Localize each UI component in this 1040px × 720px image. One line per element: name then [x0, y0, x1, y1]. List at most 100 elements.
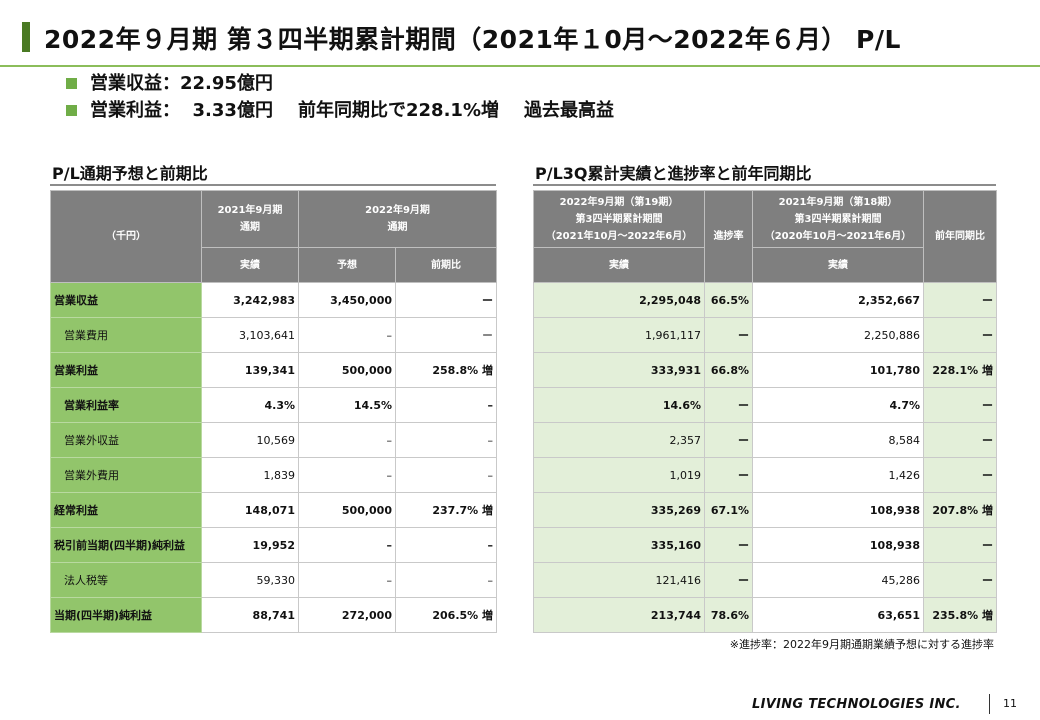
row-label: 法人税等	[50, 562, 202, 598]
right-section-rule	[533, 184, 996, 186]
cell-q3-fy22-actual: 121,416	[533, 562, 705, 598]
row-label: 営業収益	[50, 282, 202, 318]
cell-q3-fy22-actual: 335,160	[533, 527, 705, 563]
table-row: 法人税等 59,330– –	[50, 562, 498, 598]
table-row: 1,019 ー 1,426 ー	[533, 457, 997, 493]
cell-yoy-q3: ー	[923, 387, 997, 423]
row-label: 経常利益	[50, 492, 202, 528]
cell-yoy-fy: –	[394, 387, 498, 423]
title-divider	[0, 65, 1040, 67]
cell-progress: ー	[704, 317, 753, 353]
cell-q3-fy21-actual: 108,938	[752, 527, 924, 563]
page-number: 11	[1003, 697, 1017, 710]
cell-fy22-forecast: 14.5%	[298, 387, 396, 423]
bullet-square-icon	[66, 105, 77, 116]
cell-q3-fy22-actual: 333,931	[533, 352, 705, 388]
cell-yoy-fy: –	[394, 527, 498, 563]
summary-bullets: 営業収益：22.95億円 営業利益： 3.33億円 前年同期比で228.1%増 …	[66, 70, 614, 124]
table-row: 335,269 67.1% 108,938 207.8% 増	[533, 492, 997, 528]
page-title: 2022年９月期 第３四半期累計期間（2021年１0月～2022年６月） P/L	[44, 25, 901, 54]
header-fy21-annual: 2021年9月期 通期	[201, 190, 299, 248]
cell-yoy-q3: ー	[923, 457, 997, 493]
right-pl-table: 2022年9月期（第19期） 第3四半期累計期間 （2021年10月～2022年…	[533, 190, 997, 633]
cell-yoy-q3: ー	[923, 562, 997, 598]
table-row: 335,160 ー 108,938 ー	[533, 527, 997, 563]
cell-fy21-actual: 4.3%	[201, 387, 299, 423]
cell-q3-fy21-actual: 2,250,886	[752, 317, 924, 353]
row-label: 営業利益	[50, 352, 202, 388]
left-pl-table: （千円） 2021年9月期 通期 2022年9月期 通期 実績 予想 前期比 営…	[50, 190, 498, 633]
bullet-square-icon	[66, 78, 77, 89]
table-row: 営業収益 3,242,983 3,450,000 ー	[50, 282, 498, 318]
cell-progress: 66.5%	[704, 282, 753, 318]
cell-progress: ー	[704, 422, 753, 458]
header-fy22-annual: 2022年9月期 通期	[297, 190, 498, 248]
subheader-actual-fy22: 実績	[533, 247, 705, 283]
table-row: 営業外費用 1,839– –	[50, 457, 498, 493]
table-row: 営業費用 3,103,641– ー	[50, 317, 498, 353]
cell-fy22-forecast: –	[298, 562, 396, 598]
cell-q3-fy21-actual: 1,426	[752, 457, 924, 493]
cell-q3-fy22-actual: 1,019	[533, 457, 705, 493]
table-row: 営業利益 139,341 500,000 258.8% 増	[50, 352, 498, 388]
table-row: 営業外収益 10,569– –	[50, 422, 498, 458]
cell-fy22-forecast: –	[298, 457, 396, 493]
cell-q3-fy22-actual: 335,269	[533, 492, 705, 528]
table-row: 営業利益率 4.3% 14.5% –	[50, 387, 498, 423]
table-row: 経常利益 148,071 500,000 237.7% 増	[50, 492, 498, 528]
cell-q3-fy22-actual: 1,961,117	[533, 317, 705, 353]
bullet-operating-profit: 営業利益： 3.33億円 前年同期比で228.1%増 過去最高益	[66, 97, 614, 124]
cell-fy21-actual: 3,242,983	[201, 282, 299, 318]
cell-yoy-q3: 235.8% 増	[923, 597, 997, 633]
cell-progress: 66.8%	[704, 352, 753, 388]
cell-yoy-fy: ー	[394, 317, 498, 353]
cell-fy22-forecast: 272,000	[298, 597, 396, 633]
cell-q3-fy21-actual: 45,286	[752, 562, 924, 598]
cell-fy21-actual: 1,839	[201, 457, 299, 493]
cell-progress: ー	[704, 562, 753, 598]
cell-fy22-forecast: 500,000	[298, 352, 396, 388]
cell-progress: 78.6%	[704, 597, 753, 633]
cell-fy22-forecast: 3,450,000	[298, 282, 396, 318]
cell-fy21-actual: 19,952	[201, 527, 299, 563]
cell-fy21-actual: 88,741	[201, 597, 299, 633]
header-q3-fy22: 2022年9月期（第19期） 第3四半期累計期間 （2021年10月～2022年…	[533, 190, 705, 248]
cell-q3-fy22-actual: 213,744	[533, 597, 705, 633]
cell-q3-fy21-actual: 8,584	[752, 422, 924, 458]
row-label: 営業外収益	[50, 422, 202, 458]
table-row: 税引前当期(四半期)純利益 19,952– –	[50, 527, 498, 563]
cell-progress: ー	[704, 457, 753, 493]
cell-yoy-q3: ー	[923, 422, 997, 458]
cell-yoy-fy: 206.5% 増	[394, 597, 498, 633]
cell-yoy-fy: 258.8% 増	[394, 352, 498, 388]
cell-q3-fy21-actual: 101,780	[752, 352, 924, 388]
cell-yoy-q3: 207.8% 増	[923, 492, 997, 528]
table-row: 2,295,048 66.5% 2,352,667 ー	[533, 282, 997, 318]
bullet-revenue: 営業収益：22.95億円	[66, 70, 614, 97]
cell-progress: ー	[704, 387, 753, 423]
cell-yoy-q3: ー	[923, 282, 997, 318]
company-logo: LIVING TECHNOLOGIES INC.	[752, 697, 961, 712]
header-yoy-q3: 前年同期比	[923, 190, 997, 283]
subheader-actual-fy21: 実績	[752, 247, 924, 283]
bullet-text: 営業利益： 3.33億円 前年同期比で228.1%増 過去最高益	[90, 100, 615, 121]
cell-fy21-actual: 59,330	[201, 562, 299, 598]
cell-q3-fy21-actual: 108,938	[752, 492, 924, 528]
cell-yoy-q3: ー	[923, 527, 997, 563]
cell-q3-fy21-actual: 63,651	[752, 597, 924, 633]
cell-progress: 67.1%	[704, 492, 753, 528]
cell-fy22-forecast: –	[298, 317, 396, 353]
header-progress: 進捗率	[704, 190, 753, 283]
table-row: 213,744 78.6% 63,651 235.8% 増	[533, 597, 997, 633]
table-row: 333,931 66.8% 101,780 228.1% 増	[533, 352, 997, 388]
cell-fy22-forecast: –	[298, 527, 396, 563]
row-label: 税引前当期(四半期)純利益	[50, 527, 202, 563]
unit-header: （千円）	[50, 190, 202, 283]
row-label: 営業利益率	[50, 387, 202, 423]
cell-yoy-fy: –	[394, 457, 498, 493]
row-label: 営業費用	[50, 317, 202, 353]
row-label: 当期(四半期)純利益	[50, 597, 202, 633]
cell-yoy-fy: –	[394, 562, 498, 598]
left-section-rule	[50, 184, 496, 186]
table-row: 14.6% ー 4.7% ー	[533, 387, 997, 423]
